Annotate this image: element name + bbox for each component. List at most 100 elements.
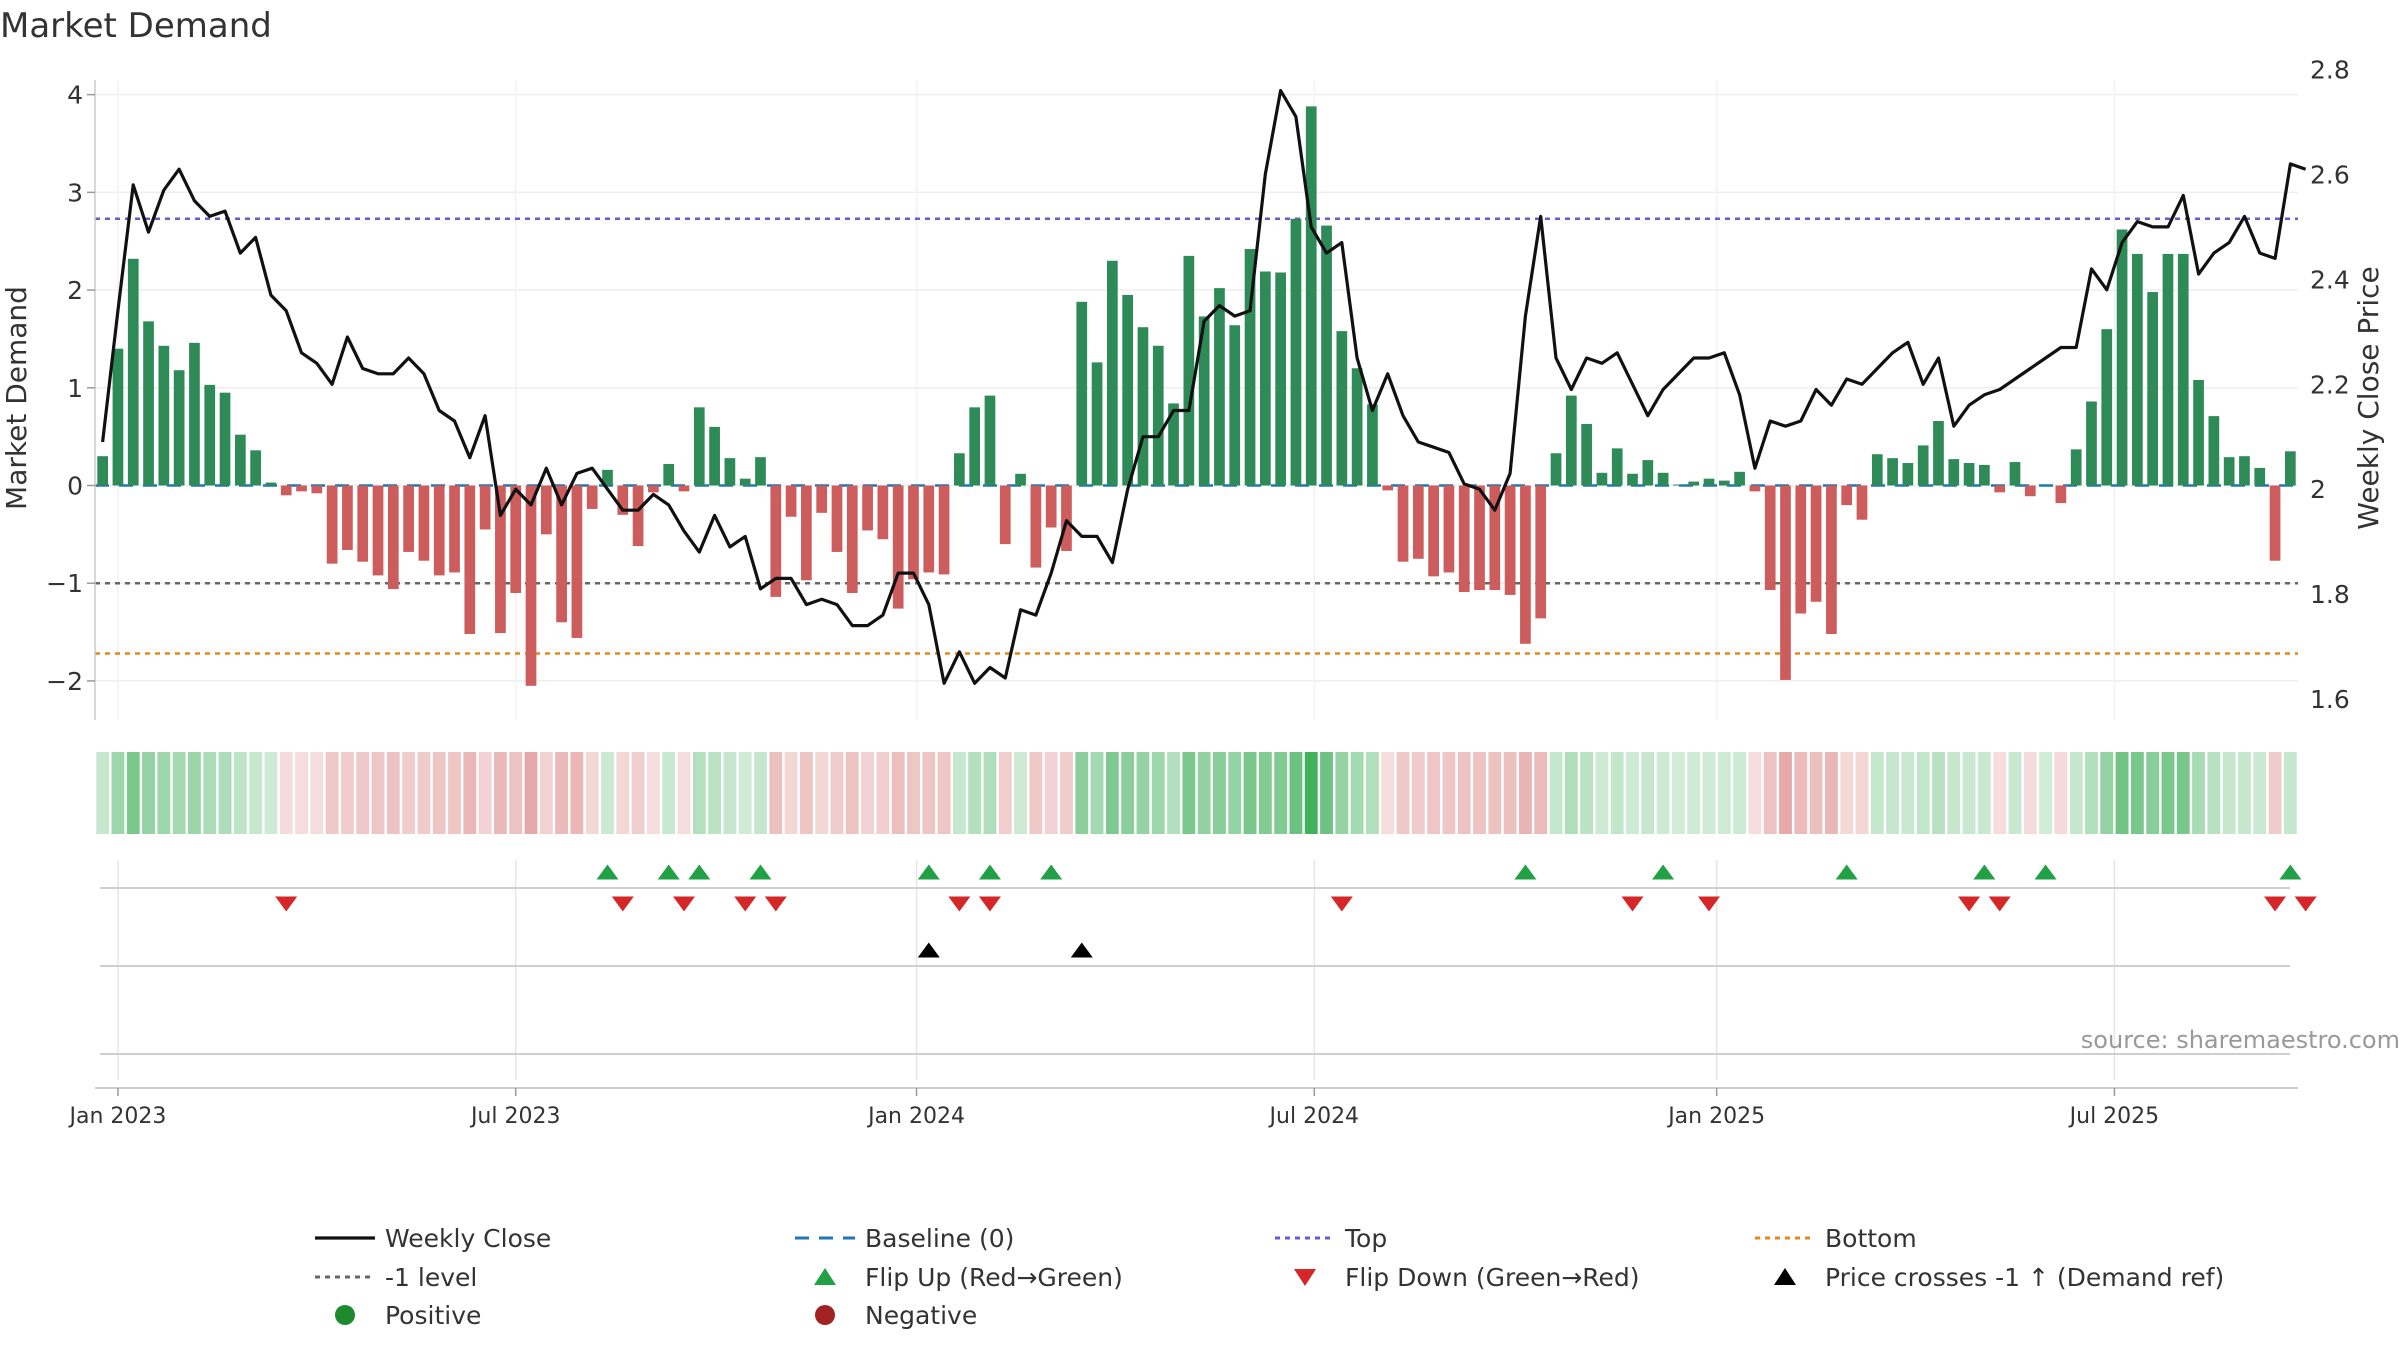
negative-bar — [1795, 485, 1807, 614]
positive-bar — [755, 457, 766, 486]
strip-cell-positive — [662, 752, 676, 834]
flip-up-marker — [688, 864, 711, 880]
strip-cell-negative — [585, 752, 599, 834]
strip-cell-negative — [417, 752, 431, 834]
positive-bar — [969, 407, 981, 486]
strip-cell-negative — [2054, 752, 2068, 834]
strip-cell-negative — [432, 752, 446, 834]
positive-bar — [1963, 463, 1975, 486]
negative-bar — [311, 485, 323, 494]
positive-bar — [1550, 453, 1562, 486]
legend-item: Weekly Close — [315, 1224, 551, 1253]
strip-cell-positive — [1886, 752, 1900, 834]
strip-cell-positive — [1564, 752, 1578, 834]
positive-bar — [1168, 403, 1179, 486]
flip-down-marker — [1698, 896, 1721, 912]
right-tick-label: 2.2 — [2310, 370, 2350, 399]
positive-bar — [234, 434, 246, 486]
flip-up-marker — [1040, 864, 1063, 880]
positive-bar — [2086, 401, 2097, 486]
strip-cell-positive — [1626, 752, 1639, 834]
strip-cell-positive — [1702, 752, 1716, 834]
positive-bar — [1933, 421, 1944, 486]
strip-cell-negative — [937, 752, 951, 834]
negative-bar — [678, 485, 690, 492]
strip-cell-negative — [539, 752, 553, 834]
strip-cell-negative — [295, 752, 308, 834]
strip-cell-positive — [2253, 752, 2267, 834]
legend-item: Bottom — [1755, 1224, 1917, 1253]
left-tick-label: −1 — [46, 569, 83, 598]
positive-bar — [693, 407, 705, 486]
negative-bar — [877, 485, 889, 540]
strip-cell-positive — [1977, 752, 1991, 834]
strip-cell-positive — [1105, 752, 1119, 834]
strip-cell-negative — [1824, 752, 1838, 834]
legend-label: -1 level — [385, 1263, 477, 1292]
negative-bar — [342, 485, 353, 550]
strip-cell-positive — [1151, 752, 1165, 834]
negative-bar — [1504, 485, 1516, 595]
strip-cell-negative — [998, 752, 1012, 834]
negative-bar — [617, 485, 629, 515]
strip-cell-positive — [601, 752, 614, 834]
legend-item: Top — [1275, 1224, 1387, 1253]
strip-cell-positive — [142, 752, 155, 834]
positive-bar — [709, 426, 720, 486]
strip-cell-negative — [1060, 752, 1073, 834]
strip-cell-positive — [1901, 752, 1915, 834]
flip-down-marker — [611, 896, 634, 912]
flip-down-marker — [2294, 896, 2317, 912]
negative-bar — [2269, 485, 2281, 561]
negative-bar — [999, 485, 1011, 545]
positive-bar — [1229, 325, 1241, 486]
positive-bar — [204, 384, 216, 486]
strip-cell-negative — [493, 752, 507, 834]
legend-label: Flip Up (Red→Green) — [865, 1263, 1123, 1292]
legend-swatch-circle — [335, 1305, 355, 1325]
negative-bar — [433, 485, 445, 576]
strip-cell-negative — [478, 752, 492, 834]
legend-label: Weekly Close — [385, 1224, 551, 1253]
strip-cell-negative — [279, 752, 293, 834]
positive-bar — [1214, 288, 1225, 486]
strip-cell-negative — [922, 752, 936, 834]
negative-bar — [1045, 485, 1057, 528]
strip-cell-negative — [570, 752, 584, 834]
strip-cell-negative — [402, 752, 416, 834]
negative-bar — [1443, 485, 1455, 573]
strip-cell-negative — [341, 752, 354, 834]
strip-cell-positive — [1595, 752, 1609, 834]
positive-bar — [1611, 448, 1623, 486]
strip-cell-positive — [1121, 752, 1135, 834]
legend-item: Price crosses -1 ↑ (Demand ref) — [1774, 1263, 2224, 1292]
strip-cell-negative — [371, 752, 385, 834]
positive-bar — [1688, 481, 1700, 486]
negative-bar — [540, 485, 552, 535]
strip-cell-positive — [1258, 752, 1272, 834]
price-cross-marker — [917, 942, 940, 958]
demand-heat-strip — [96, 752, 2297, 834]
positive-bar — [250, 450, 261, 486]
strip-cell-positive — [188, 752, 201, 834]
positive-bar — [127, 258, 139, 486]
legend-label: Bottom — [1825, 1224, 1917, 1253]
negative-bar — [357, 485, 369, 562]
negative-bar — [1520, 485, 1531, 644]
negative-bar — [387, 485, 399, 590]
strip-cell-negative — [1779, 752, 1792, 834]
negative-bar — [938, 485, 950, 575]
negative-bar — [862, 485, 873, 531]
strip-cell-positive — [1304, 752, 1318, 834]
strip-cell-positive — [1136, 752, 1150, 834]
strip-cell-positive — [1274, 752, 1288, 834]
strip-cell-positive — [2115, 752, 2129, 834]
positive-bar — [2132, 253, 2143, 486]
strip-cell-negative — [310, 752, 324, 834]
left-tick-label: 2 — [67, 276, 83, 305]
strip-cell-positive — [2176, 752, 2190, 834]
strip-cell-negative — [1763, 752, 1777, 834]
negative-bar — [908, 485, 919, 580]
negative-bar — [586, 485, 598, 509]
